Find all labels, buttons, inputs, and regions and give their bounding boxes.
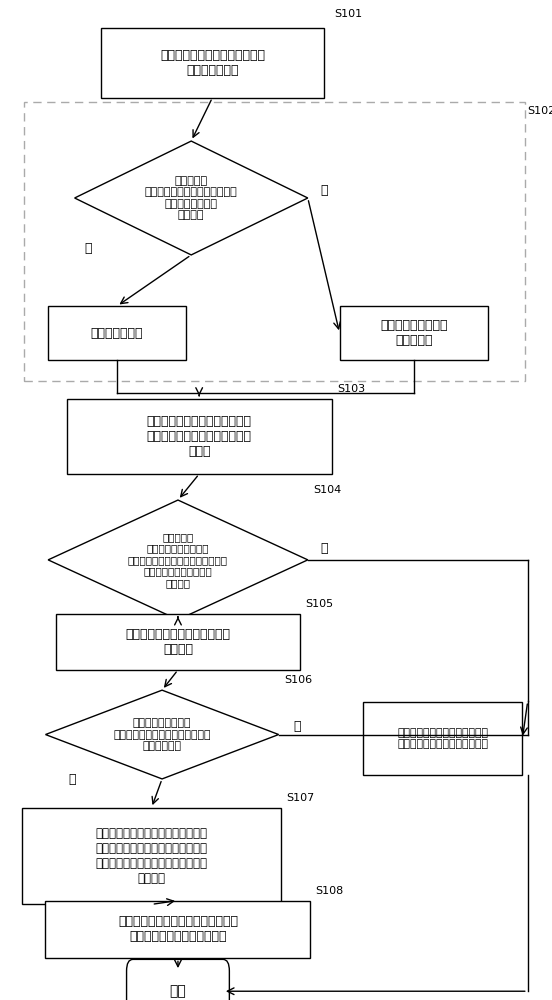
Text: 不更改转账额度: 不更改转账额度: [91, 327, 144, 340]
FancyBboxPatch shape: [67, 399, 332, 474]
Text: S105: S105: [305, 599, 333, 609]
Text: S108: S108: [316, 886, 344, 896]
Text: 设置转出卡转账额度、非指定账
户圈存支持列表: 设置转出卡转账额度、非指定账 户圈存支持列表: [160, 49, 265, 77]
Polygon shape: [48, 500, 308, 620]
Text: 将交易数据、交易报文、圈存报文发
送至卡组织或发卡行进行清算: 将交易数据、交易报文、圈存报文发 送至卡组织或发卡行进行清算: [118, 915, 238, 943]
Text: 根据非指定账户圈存
支持列表，判断转入卡是否支持非
指定账户圈存: 根据非指定账户圈存 支持列表，判断转入卡是否支持非 指定账户圈存: [113, 718, 211, 751]
FancyBboxPatch shape: [126, 959, 230, 1000]
FancyBboxPatch shape: [56, 614, 300, 670]
Text: 读取转入卡
信息，校验转入卡电子
现金余额与转出卡消费金额之和是否
小于或等于银行授权电子
现金额度: 读取转入卡 信息，校验转入卡电子 现金余额与转出卡消费金额之和是否 小于或等于银…: [128, 532, 228, 588]
Text: S102: S102: [528, 106, 552, 116]
Text: 否: 否: [320, 542, 327, 555]
Text: 将转入卡账户和圈存的金额组成
交易报文: 将转入卡账户和圈存的金额组成 交易报文: [125, 628, 231, 656]
Text: 结束: 结束: [169, 984, 187, 998]
FancyBboxPatch shape: [45, 901, 310, 958]
Text: S104: S104: [313, 485, 341, 495]
Text: 对转出卡进行脱机消费，扣除转
出卡消费金额，生成交易数据进
行留存: 对转出卡进行脱机消费，扣除转 出卡消费金额，生成交易数据进 行留存: [147, 415, 252, 458]
FancyBboxPatch shape: [22, 808, 282, 904]
FancyBboxPatch shape: [48, 306, 186, 360]
FancyBboxPatch shape: [363, 702, 522, 775]
Text: 进行转入卡的非指定账户圈存交易，
在圈存交易完成后生成圈存报文，并
接收发卡行的脚本命令完成对电子现
金的更新: 进行转入卡的非指定账户圈存交易， 在圈存交易完成后生成圈存报文，并 接收发卡行的…: [95, 827, 208, 885]
Polygon shape: [45, 690, 279, 779]
Text: S106: S106: [284, 675, 312, 685]
Text: S107: S107: [286, 793, 315, 803]
Text: 是: 是: [68, 773, 76, 786]
Polygon shape: [75, 141, 308, 255]
Text: 否: 否: [294, 720, 301, 733]
Text: 否: 否: [320, 184, 327, 197]
Text: 将转账额度更新为所
述现金余额: 将转账额度更新为所 述现金余额: [380, 319, 448, 347]
FancyBboxPatch shape: [101, 28, 323, 98]
Text: 是: 是: [84, 242, 92, 255]
FancyBboxPatch shape: [24, 102, 525, 381]
Text: S101: S101: [335, 9, 363, 19]
FancyBboxPatch shape: [339, 306, 488, 360]
Text: S103: S103: [337, 384, 365, 394]
Text: 读取转出卡
电子现金账户信息，校验现金余
额是否大于或等于
转账额度: 读取转出卡 电子现金账户信息，校验现金余 额是否大于或等于 转账额度: [145, 176, 237, 220]
Text: 判定转账失败，转而进行对转入
卡所属银行卡主账号的实时转账: 判定转账失败，转而进行对转入 卡所属银行卡主账号的实时转账: [397, 728, 489, 749]
